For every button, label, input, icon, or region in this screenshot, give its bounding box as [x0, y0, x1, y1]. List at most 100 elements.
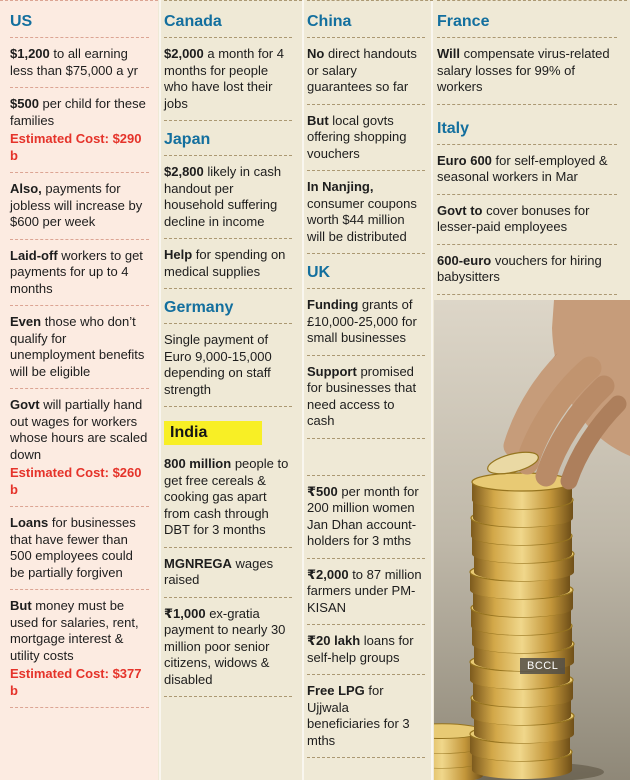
fact-item: Help for spending on medical supplies — [164, 246, 292, 289]
fact-item: Laid-off workers to get payments for up … — [10, 247, 149, 306]
fact-item: ₹1,000 ex-gratia payment to nearly 30 mi… — [164, 605, 292, 697]
held-coin — [487, 451, 539, 475]
estimated-cost: Estimated Cost: $290 b — [10, 131, 142, 163]
section-header-germany: Germany — [164, 296, 292, 324]
fact-lead: Will — [437, 46, 460, 61]
fact-item: Even those who don’t qualify for unemplo… — [10, 313, 149, 389]
fact-lead: 800 million — [164, 456, 232, 471]
fact-item: Govt to cover bonuses for lesser-paid em… — [437, 202, 617, 245]
fact-text: promised for businesses that need access… — [307, 363, 417, 429]
section-header-india: India — [164, 421, 262, 445]
fact-item: 600-euro vouchers for hiring babysitters — [437, 252, 617, 295]
fact-item: ₹20 lakh loans for self-help groups — [307, 632, 425, 675]
fact-text: compensate virus-related salary losses f… — [437, 46, 610, 94]
fact-lead: Even — [10, 314, 42, 329]
fact-lead: Funding — [307, 297, 359, 312]
section-header-italy: Italy — [437, 117, 617, 145]
fact-lead: Govt — [10, 397, 40, 412]
section-header-uk: UK — [307, 261, 425, 289]
fact-text: per month for 200 million women Jan Dhan… — [307, 483, 419, 549]
fact-item: 800 million people to get free cereals &… — [164, 455, 292, 548]
column-us: US $1,200 to all earning less than $75,0… — [0, 0, 158, 780]
fact-text: payments for jobless will increase by $6… — [10, 181, 143, 229]
fact-lead: ₹1,000 — [164, 605, 206, 621]
fact-lead: ₹500 — [307, 483, 338, 499]
fact-item: Single payment of Euro 9,000-15,000 depe… — [164, 331, 292, 407]
section-header-china: China — [307, 10, 425, 38]
fact-item: But money must be used for salaries, ren… — [10, 597, 149, 708]
fact-item: $2,800 likely in cash handout per househ… — [164, 163, 292, 239]
fact-item: Loans for businesses that have fewer tha… — [10, 514, 149, 590]
fact-text: workers to get payments for up to 4 mont… — [10, 247, 143, 296]
fact-text: for self-employed & seasonal workers in … — [437, 152, 608, 185]
fact-item: Also, payments for jobless will increase… — [10, 180, 149, 240]
column-divider — [159, 0, 161, 780]
fact-item: $1,200 to all earning less than $75,000 … — [10, 45, 149, 88]
fact-text: cover bonuses for lesser-paid employees — [437, 202, 590, 235]
fact-item: $500 per child for these families Estimat… — [10, 95, 149, 173]
coin-photo-illustration — [434, 300, 630, 780]
coin-stack-photo: BCCL — [434, 300, 630, 780]
fact-lead: Govt to — [437, 202, 483, 218]
column-divider — [431, 0, 433, 780]
fact-text: per child for these families — [10, 96, 146, 128]
india-continued-list: ₹500 per month for 200 million women Jan… — [307, 474, 425, 758]
fact-lead: ₹2,000 — [307, 566, 349, 582]
fact-text: a month for 4 months for people who have… — [164, 46, 284, 111]
fact-lead: $2,000 — [164, 46, 204, 61]
fact-text: wages raised — [164, 555, 274, 588]
fact-text: money must be used for salaries, rent, m… — [10, 598, 139, 663]
fact-lead: MGNREGA — [164, 555, 232, 571]
fact-lead: $500 — [10, 96, 39, 111]
fact-text: will partially hand out wages for worker… — [10, 397, 148, 462]
fact-lead: Laid-off — [10, 247, 58, 263]
fact-lead: Help — [164, 247, 193, 262]
section-header-canada: Canada — [164, 10, 292, 38]
section-header-france: France — [437, 10, 617, 38]
fact-text: to all earning less than $75,000 a yr — [10, 46, 138, 78]
fact-text: for businesses that have fewer than 500 … — [10, 515, 136, 580]
column-china-uk-india: China No direct handouts or salary guara… — [307, 0, 433, 765]
fact-lead: In Nanjing, — [307, 179, 374, 194]
fact-text: loans for self-help groups — [307, 633, 414, 665]
estimated-cost: Estimated Cost: $377 b — [10, 666, 142, 698]
photo-credit: BCCL — [520, 658, 566, 674]
fact-item: ₹2,000 to 87 million farmers under PM-KI… — [307, 566, 425, 625]
fact-lead: $2,800 — [164, 164, 204, 179]
column-france-italy: France Will compensate virus-related sal… — [437, 0, 627, 302]
fact-item: $2,000 a month for 4 months for people w… — [164, 45, 292, 121]
fact-item: Free LPG for Ujjwala beneficiaries for 3… — [307, 682, 425, 758]
fact-item: ₹500 per month for 200 million women Jan… — [307, 483, 425, 559]
fact-lead: ₹20 lakh — [307, 633, 361, 648]
fact-text: to 87 million farmers under PM-KISAN — [307, 566, 422, 615]
fact-item: Funding grants of £10,000-25,000 for sma… — [307, 296, 425, 356]
section-header-us: US — [10, 10, 149, 38]
fact-item: But local govts offering shopping vouche… — [307, 112, 425, 171]
fact-lead: But — [10, 598, 32, 613]
fact-lead: No — [307, 46, 325, 61]
estimated-cost: Estimated Cost: $260 b — [10, 465, 142, 497]
fact-text: ex-gratia payment to nearly 30 million p… — [164, 605, 286, 687]
fact-item: Support promised for businesses that nee… — [307, 363, 425, 439]
fact-lead: Support — [307, 363, 357, 379]
fact-text: local govts offering shopping vouchers — [307, 112, 407, 161]
fact-lead: 600-euro — [437, 252, 492, 268]
hand-holding-coin — [487, 300, 630, 490]
fact-lead: Also, — [10, 181, 42, 196]
fact-item: MGNREGA wages raised — [164, 555, 292, 598]
fact-item: Govt will partially hand out wages for w… — [10, 396, 149, 507]
fact-item: Euro 600 for self-employed & seasonal wo… — [437, 152, 617, 195]
fact-lead: Loans — [10, 515, 49, 530]
fact-text: consumer coupons worth $44 million will … — [307, 195, 417, 244]
fact-item: Will compensate virus-related salary los… — [437, 45, 617, 105]
fact-text: vouchers for hiring babysitters — [437, 252, 602, 285]
fact-text: those who don’t qualify for unemployment… — [10, 314, 145, 379]
fact-text: direct handouts or salary guarantees so … — [307, 46, 417, 94]
fact-lead: Free LPG — [307, 683, 365, 698]
fact-text: for spending on medical supplies — [164, 247, 286, 279]
fact-text: grants of £10,000-25,000 for small busin… — [307, 297, 417, 345]
fact-lead: $1,200 — [10, 46, 50, 61]
section-header-japan: Japan — [164, 128, 292, 156]
fact-text: Single payment of Euro 9,000-15,000 depe… — [164, 332, 272, 397]
